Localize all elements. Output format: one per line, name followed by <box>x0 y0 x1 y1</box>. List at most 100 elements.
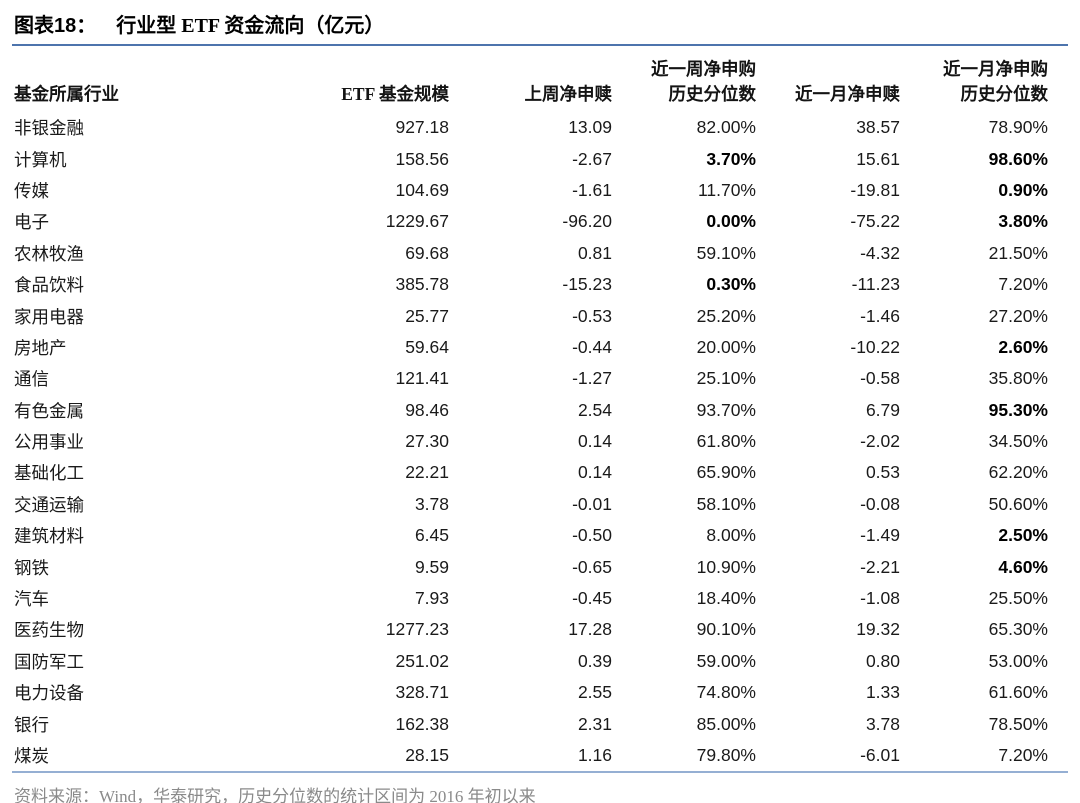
month-pct-cell: 95.30% <box>988 399 1048 420</box>
month-net-cell: 15.61 <box>856 148 900 169</box>
industry-cell: 国防军工 <box>14 651 84 672</box>
size-cell: 98.46 <box>405 399 449 420</box>
size-cell: 6.45 <box>414 525 449 546</box>
month-net-cell: -11.23 <box>851 274 900 295</box>
size-cell: 3.78 <box>414 493 449 514</box>
week-net-cell: -0.65 <box>572 556 612 577</box>
month-pct-cell: 3.80% <box>998 211 1048 232</box>
industry-cell: 非银金融 <box>14 118 84 139</box>
page-title: 行业型 ETF 资金流向（亿元） <box>116 15 385 37</box>
table-row: 钢铁 9.59 -0.65 10.90% -2.21 4.60% <box>14 551 1048 582</box>
month-net-cell: -10.22 <box>850 336 900 357</box>
size-cell: 28.15 <box>405 745 449 765</box>
month-pct-cell: 21.50% <box>988 242 1048 263</box>
month-pct-cell: 35.80% <box>988 368 1048 389</box>
week-pct-cell: 25.10% <box>696 368 756 389</box>
week-net-cell: -96.20 <box>562 211 612 232</box>
group-header-month-pct: 近一月净申购 <box>943 59 1048 79</box>
table-row: 公用事业 27.30 0.14 61.80% -2.02 34.50% <box>14 426 1048 457</box>
table-row: 交通运输 3.78 -0.01 58.10% -0.08 50.60% <box>14 489 1048 520</box>
month-pct-cell: 4.60% <box>998 556 1048 577</box>
size-cell: 7.93 <box>414 588 449 609</box>
table-row: 食品饮料 385.78 -15.23 0.30% -11.23 7.20% <box>14 269 1048 300</box>
group-header-week-pct: 近一周净申购 <box>651 59 756 79</box>
week-pct-cell: 25.20% <box>696 305 756 326</box>
industry-cell: 公用事业 <box>14 432 84 453</box>
month-pct-cell: 27.20% <box>988 305 1048 326</box>
header-size: ETF 基金规模 <box>341 84 449 104</box>
week-pct-cell: 0.00% <box>706 211 756 232</box>
month-net-cell: 38.57 <box>856 117 900 138</box>
industry-cell: 汽车 <box>14 589 49 610</box>
size-cell: 162.38 <box>395 713 449 734</box>
month-pct-cell: 2.50% <box>998 525 1048 546</box>
table-row: 计算机 158.56 -2.67 3.70% 15.61 98.60% <box>14 143 1048 174</box>
header-industry: 基金所属行业 <box>14 84 119 104</box>
table-row: 煤炭 28.15 1.16 79.80% -6.01 7.20% <box>14 740 1048 771</box>
month-pct-cell: 98.60% <box>988 148 1048 169</box>
table-row: 银行 162.38 2.31 85.00% 3.78 78.50% <box>14 708 1048 739</box>
source-note: 资料来源：Wind，华泰研究，历史分位数的统计区间为 2016 年初以来 <box>14 787 536 803</box>
week-pct-cell: 65.90% <box>696 462 756 483</box>
header-week-net: 上周净申赎 <box>524 84 613 104</box>
size-cell: 69.68 <box>405 242 449 263</box>
month-pct-cell: 50.60% <box>988 493 1048 514</box>
month-net-cell: 6.79 <box>865 399 900 420</box>
table-row: 家用电器 25.77 -0.53 25.20% -1.46 27.20% <box>14 300 1048 331</box>
month-net-cell: 1.33 <box>865 682 900 703</box>
industry-cell: 计算机 <box>14 149 67 170</box>
week-net-cell: 0.14 <box>577 462 612 483</box>
size-cell: 27.30 <box>405 431 449 452</box>
week-net-cell: 0.39 <box>577 650 612 671</box>
month-pct-cell: 0.90% <box>998 179 1048 200</box>
table-row: 房地产 59.64 -0.44 20.00% -10.22 2.60% <box>14 332 1048 363</box>
month-pct-cell: 34.50% <box>988 431 1048 452</box>
industry-cell: 农林牧渔 <box>14 243 84 264</box>
week-pct-cell: 59.10% <box>696 242 756 263</box>
month-net-cell: 0.53 <box>865 462 900 483</box>
month-net-cell: -75.22 <box>850 211 900 232</box>
table-row: 通信 121.41 -1.27 25.10% -0.58 35.80% <box>14 363 1048 394</box>
industry-cell: 钢铁 <box>14 557 49 578</box>
table-row: 非银金融 927.18 13.09 82.00% 38.57 78.90% <box>14 112 1048 143</box>
month-pct-cell: 78.50% <box>988 713 1048 734</box>
month-net-cell: -2.21 <box>860 556 900 577</box>
size-cell: 121.41 <box>395 368 449 389</box>
month-pct-cell: 65.30% <box>988 619 1048 640</box>
month-pct-cell: 61.60% <box>988 682 1048 703</box>
week-pct-cell: 0.30% <box>706 274 756 295</box>
month-net-cell: -19.81 <box>850 179 900 200</box>
industry-cell: 交通运输 <box>14 494 84 515</box>
table-row: 建筑材料 6.45 -0.50 8.00% -1.49 2.50% <box>14 520 1048 551</box>
month-net-cell: 19.32 <box>856 619 900 640</box>
size-cell: 158.56 <box>395 148 449 169</box>
industry-cell: 煤炭 <box>14 746 49 766</box>
week-net-cell: -15.23 <box>562 274 612 295</box>
industry-cell: 通信 <box>14 369 49 390</box>
week-pct-cell: 93.70% <box>696 399 756 420</box>
table-group-header-row: 近一周净申购 近一月净申购 <box>14 46 1048 81</box>
table-header-row: 基金所属行业 ETF 基金规模 上周净申赎 历史分位数 近一月净申赎 历史分位数 <box>14 81 1048 112</box>
week-pct-cell: 10.90% <box>696 556 756 577</box>
month-net-cell: 0.80 <box>865 650 900 671</box>
month-pct-cell: 7.20% <box>998 745 1048 765</box>
week-net-cell: -0.44 <box>572 336 612 357</box>
week-net-cell: 0.81 <box>577 242 612 263</box>
header-month-net: 近一月净申赎 <box>795 84 900 104</box>
month-pct-cell: 25.50% <box>988 588 1048 609</box>
group-header-spacer <box>14 46 204 81</box>
size-cell: 328.71 <box>395 682 449 703</box>
week-net-cell: -2.67 <box>572 148 612 169</box>
industry-cell: 电力设备 <box>14 683 84 704</box>
month-pct-cell: 62.20% <box>988 462 1048 483</box>
week-pct-cell: 58.10% <box>696 493 756 514</box>
table-row: 基础化工 22.21 0.14 65.90% 0.53 62.20% <box>14 457 1048 488</box>
group-header-spacer <box>756 46 900 81</box>
week-pct-cell: 8.00% <box>706 525 756 546</box>
month-net-cell: -0.08 <box>860 493 900 514</box>
month-pct-cell: 78.90% <box>988 117 1048 138</box>
month-net-cell: -1.08 <box>860 588 900 609</box>
week-net-cell: 2.54 <box>577 399 612 420</box>
month-net-cell: 3.78 <box>865 713 900 734</box>
week-pct-cell: 74.80% <box>696 682 756 703</box>
